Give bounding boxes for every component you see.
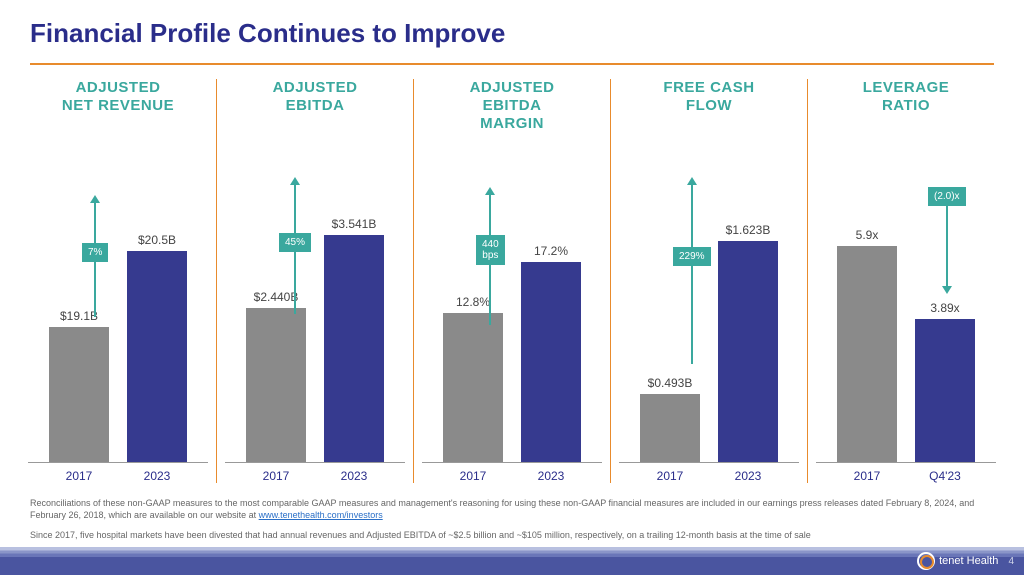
- chart-panel: ADJUSTED NET REVENUE7%$19.1B$20.5B201720…: [20, 79, 216, 483]
- bar: [640, 394, 700, 462]
- bar-value-label: 5.9x: [856, 228, 879, 242]
- footnote-link[interactable]: www.tenethealth.com/investors: [259, 510, 383, 520]
- arrow-line: [294, 252, 296, 314]
- axis-label: 2023: [324, 469, 384, 483]
- logo-icon: [917, 552, 935, 570]
- bar-value-label: $1.623B: [726, 223, 771, 237]
- arrow-line: [691, 185, 693, 247]
- arrow-line: [489, 195, 491, 235]
- arrow-line: [489, 265, 491, 325]
- chart-panel: ADJUSTED EBITDA MARGIN440 bps12.8%17.2% 2…: [413, 79, 610, 483]
- change-badge: 229%: [673, 247, 711, 266]
- chart-area: 229% $0.493B $1.623B: [619, 135, 799, 463]
- bar-wrap: 17.2%: [521, 244, 581, 462]
- footnote-1: Reconciliations of these non-GAAP measur…: [30, 497, 994, 521]
- change-badge: 45%: [279, 233, 311, 252]
- arrow-up-icon: 7%: [82, 195, 108, 317]
- bar-wrap: 5.9x: [837, 228, 897, 462]
- panel-title: ADJUSTED EBITDA MARGIN: [422, 79, 602, 135]
- bar-value-label: 3.89x: [930, 301, 959, 315]
- axis-label: 2017: [443, 469, 503, 483]
- arrow-down-icon: (2.0)x: [928, 187, 966, 294]
- arrow-up-icon: 440 bps: [476, 187, 505, 325]
- axis-label: 2017: [246, 469, 306, 483]
- arrow-head-icon: [687, 177, 697, 185]
- bar-wrap: $0.493B: [640, 376, 700, 462]
- charts-row: ADJUSTED NET REVENUE7%$19.1B$20.5B201720…: [0, 65, 1024, 487]
- chart-area: 7% $19.1B $20.5B: [28, 135, 208, 463]
- arrow-line: [94, 203, 96, 243]
- bar: [246, 308, 306, 462]
- change-badge: 7%: [82, 243, 108, 262]
- bar: [521, 262, 581, 462]
- chart-area: 45% $2.440B $3.541B: [225, 135, 405, 463]
- bar-value-label: 17.2%: [534, 244, 568, 258]
- axis-label: 2023: [718, 469, 778, 483]
- footer-bar: tenet Health 4: [0, 547, 1024, 575]
- title-area: Financial Profile Continues to Improve: [0, 0, 1024, 57]
- bar: [915, 319, 975, 462]
- footnotes: Reconciliations of these non-GAAP measur…: [0, 487, 1024, 547]
- arrow-line: [691, 266, 693, 364]
- bar-wrap: 3.89x: [915, 301, 975, 462]
- arrow-up-icon: 45%: [279, 177, 311, 314]
- bar-wrap: $1.623B: [718, 223, 778, 462]
- chart-area: (2.0)x 5.9x 3.89x: [816, 135, 996, 463]
- axis-labels: 2017 2023: [619, 469, 799, 483]
- arrow-head-icon: [942, 286, 952, 294]
- bar-wrap: $20.5B: [127, 233, 187, 462]
- bar: [127, 251, 187, 462]
- arrow-head-icon: [90, 195, 100, 203]
- panel-title: ADJUSTED EBITDA: [225, 79, 405, 135]
- axis-label: 2017: [49, 469, 109, 483]
- axis-label: 2023: [521, 469, 581, 483]
- page-number: 4: [1008, 556, 1014, 567]
- axis-label: Q4'23: [915, 469, 975, 483]
- change-badge: 440 bps: [476, 235, 505, 265]
- arrow-up-icon: 229%: [673, 177, 711, 364]
- bar: [324, 235, 384, 462]
- bar: [837, 246, 897, 462]
- arrow-head-icon: [485, 187, 495, 195]
- bar-wrap: $2.440B: [246, 290, 306, 462]
- axis-labels: 2017 2023: [225, 469, 405, 483]
- arrow-line: [294, 185, 296, 233]
- axis-labels: 2017 Q4'23: [816, 469, 996, 483]
- bar-wrap: $19.1B: [49, 309, 109, 462]
- axis-label: 2023: [127, 469, 187, 483]
- page-title: Financial Profile Continues to Improve: [30, 18, 994, 49]
- chart-panel: ADJUSTED EBITDA 45% $2.440B $3.541B 2017 2023: [216, 79, 413, 483]
- axis-label: 2017: [837, 469, 897, 483]
- axis-labels: 2017 2023: [28, 469, 208, 483]
- chart-area: 440 bps12.8%17.2%: [422, 135, 602, 463]
- bar-value-label: $0.493B: [648, 376, 693, 390]
- bar-value-label: $3.541B: [332, 217, 377, 231]
- arrow-head-icon: [290, 177, 300, 185]
- panel-title: LEVERAGE RATIO: [816, 79, 996, 135]
- chart-panel: LEVERAGE RATIO (2.0)x 5.9x 3.89x 2017 Q4'23: [807, 79, 1004, 483]
- change-badge: (2.0)x: [928, 187, 966, 206]
- axis-labels: 2017 2023: [422, 469, 602, 483]
- arrow-line: [94, 262, 96, 317]
- arrow-line: [946, 206, 948, 286]
- bar-value-label: $20.5B: [138, 233, 176, 247]
- bar: [443, 313, 503, 462]
- footnote-1-text: Reconciliations of these non-GAAP measur…: [30, 498, 974, 520]
- logo-text: tenet Health: [939, 555, 998, 567]
- bar-wrap: $3.541B: [324, 217, 384, 462]
- panel-title: FREE CASH FLOW: [619, 79, 799, 135]
- slide: Financial Profile Continues to Improve A…: [0, 0, 1024, 575]
- panel-title: ADJUSTED NET REVENUE: [28, 79, 208, 135]
- logo: tenet Health: [917, 552, 998, 570]
- bar: [718, 241, 778, 462]
- chart-panel: FREE CASH FLOW 229% $0.493B $1.623B 2017 2023: [610, 79, 807, 483]
- axis-label: 2017: [640, 469, 700, 483]
- bar: [49, 327, 109, 462]
- footnote-2: Since 2017, five hospital markets have b…: [30, 529, 994, 541]
